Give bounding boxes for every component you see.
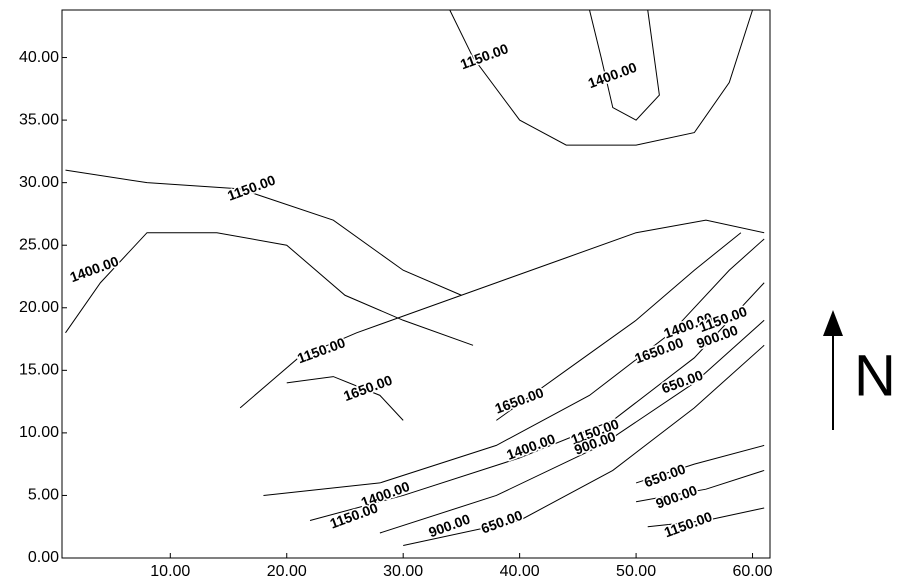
north-label: N [854, 343, 896, 408]
y-tick-label: 15.00 [19, 362, 59, 379]
contour-label: 1650.00 [341, 372, 394, 404]
y-tick-label: 35.00 [19, 111, 59, 128]
contour-label: 1400.00 [586, 59, 639, 91]
y-tick-label: 20.00 [19, 299, 59, 316]
contour-label: 1150.00 [295, 334, 348, 366]
north-arrow-head [823, 310, 843, 336]
x-tick-label: 40.00 [500, 563, 540, 580]
contour-label: 1400.00 [504, 430, 557, 462]
contour-line [380, 320, 764, 533]
contour-label: 650.00 [479, 507, 525, 537]
contour-label: 1150.00 [662, 508, 715, 540]
x-tick-label: 30.00 [383, 563, 423, 580]
chart: N 10.00 20.00 30.00 40.00 50.00 60.00 0.00 5.00… [0, 0, 898, 583]
contour-label: 650.00 [659, 367, 705, 397]
contour-label: 1150.00 [328, 499, 381, 531]
contour-line [65, 233, 473, 346]
y-tick-label: 25.00 [19, 236, 59, 253]
contour-label: 1650.00 [632, 334, 685, 366]
y-tick-label: 40.00 [19, 49, 59, 66]
contour-label: 900.00 [654, 482, 700, 512]
x-tick-label: 20.00 [267, 563, 307, 580]
x-tick-label: 50.00 [616, 563, 656, 580]
y-tick-label: 5.00 [28, 487, 59, 504]
x-tick-label: 60.00 [733, 563, 773, 580]
y-tick-label: 30.00 [19, 174, 59, 191]
contour-label: 1400.00 [68, 253, 121, 285]
y-tick-label: 10.00 [19, 424, 59, 441]
y-tick-label: 0.00 [28, 549, 59, 566]
x-tick-label: 10.00 [150, 563, 190, 580]
contour-label: 1150.00 [458, 40, 511, 72]
contour-label: 1650.00 [493, 384, 546, 416]
